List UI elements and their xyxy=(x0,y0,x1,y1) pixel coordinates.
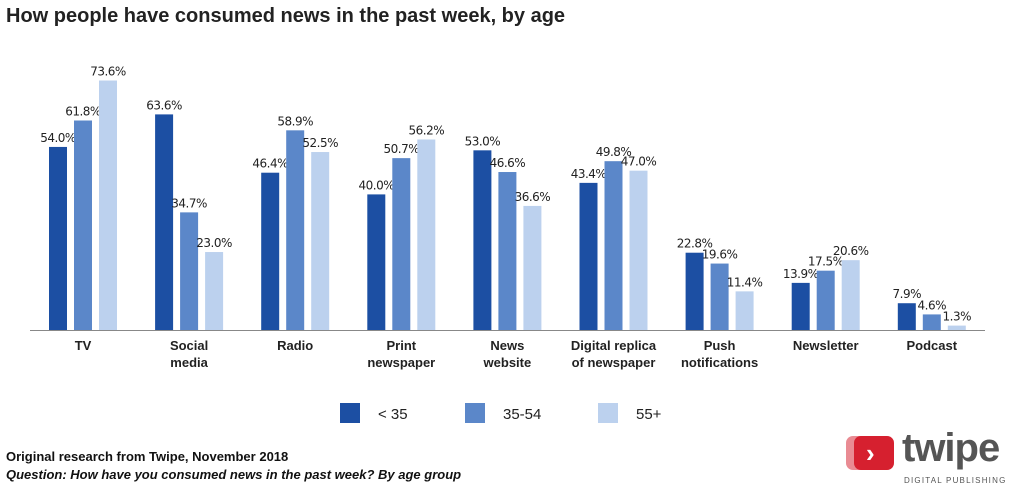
legend-label: < 35 xyxy=(378,406,408,423)
chevron-right-icon: › xyxy=(854,436,894,470)
category-label: media xyxy=(170,355,208,370)
data-label: 47.0% xyxy=(621,155,657,169)
category-label: Podcast xyxy=(907,338,958,353)
bar xyxy=(922,314,941,330)
data-label: 52.5% xyxy=(302,136,338,150)
category-label: of newspaper xyxy=(572,355,656,370)
bar xyxy=(523,205,542,330)
question-note: Question: How have you consumed news in … xyxy=(6,467,462,482)
bar xyxy=(498,172,517,330)
data-label: 7.9% xyxy=(893,287,922,301)
data-label: 53.0% xyxy=(465,134,501,148)
category-label: Digital replica xyxy=(571,338,657,353)
data-label: 58.9% xyxy=(277,114,313,128)
data-label: 63.6% xyxy=(146,98,182,112)
logo-subtitle: DIGITAL PUBLISHING xyxy=(904,476,1007,485)
data-label: 61.8% xyxy=(65,104,101,118)
bar xyxy=(417,139,436,330)
legend-swatch xyxy=(340,403,360,423)
category-label: News xyxy=(490,338,524,353)
bar xyxy=(897,303,916,330)
bar xyxy=(841,260,860,330)
data-label: 40.0% xyxy=(358,178,394,192)
bar xyxy=(286,130,305,330)
data-label: 56.2% xyxy=(408,123,444,137)
bar xyxy=(816,270,835,330)
data-label: 22.8% xyxy=(677,237,713,251)
logo-word: twipe xyxy=(902,426,1000,470)
legend-label: 55+ xyxy=(636,406,662,423)
twipe-logo: › twipe DIGITAL PUBLISHING xyxy=(842,426,1007,486)
category-label: website xyxy=(483,355,532,370)
data-label: 36.6% xyxy=(515,190,551,204)
data-label: 4.6% xyxy=(918,298,947,312)
data-label: 20.6% xyxy=(833,244,869,258)
data-label: 1.3% xyxy=(943,310,972,324)
bar xyxy=(180,212,199,330)
data-label: 49.8% xyxy=(596,145,632,159)
data-label: 23.0% xyxy=(196,236,232,250)
bar xyxy=(74,120,92,330)
bar xyxy=(473,150,492,330)
bar xyxy=(629,170,648,330)
bar xyxy=(947,325,966,330)
chart-title: How people have consumed news in the pas… xyxy=(6,5,566,27)
legend-swatch xyxy=(598,403,618,423)
bar-chart: 54.0% 61.8% 73.6% TV 63.6% 34.7% 23.0% Social me… xyxy=(30,64,985,423)
category-label: Newsletter xyxy=(793,338,859,353)
category-label: notifications xyxy=(681,355,758,370)
bar xyxy=(735,291,754,330)
bar xyxy=(99,80,117,330)
bar xyxy=(685,252,704,330)
data-label: 46.6% xyxy=(490,156,526,170)
bar xyxy=(261,172,280,330)
category-label: Print xyxy=(386,338,416,353)
data-label: 50.7% xyxy=(383,142,419,156)
bar xyxy=(579,182,598,330)
data-label: 73.6% xyxy=(90,64,126,78)
category-label: Push xyxy=(704,338,736,353)
bar xyxy=(155,114,174,330)
bar xyxy=(392,158,411,330)
data-label: 17.5% xyxy=(808,255,844,269)
bar xyxy=(311,152,330,330)
bar xyxy=(205,252,224,330)
data-label: 43.4% xyxy=(571,167,607,181)
data-label: 54.0% xyxy=(40,131,76,145)
legend-label: 35-54 xyxy=(503,406,541,423)
data-label: 13.9% xyxy=(783,267,819,281)
data-label: 34.7% xyxy=(171,196,207,210)
category-label: TV xyxy=(75,338,92,353)
category-label: newspaper xyxy=(367,355,435,370)
data-label: 11.4% xyxy=(727,275,763,289)
legend-swatch xyxy=(465,403,485,423)
bar xyxy=(604,161,623,330)
bar xyxy=(791,282,810,330)
category-label: Radio xyxy=(277,338,313,353)
data-label: 19.6% xyxy=(702,248,738,262)
category-label: Social xyxy=(170,338,208,353)
bar xyxy=(49,146,67,330)
bar xyxy=(710,263,729,330)
source-note: Original research from Twipe, November 2… xyxy=(6,449,289,464)
data-label: 46.4% xyxy=(252,157,288,171)
bar xyxy=(367,194,386,330)
